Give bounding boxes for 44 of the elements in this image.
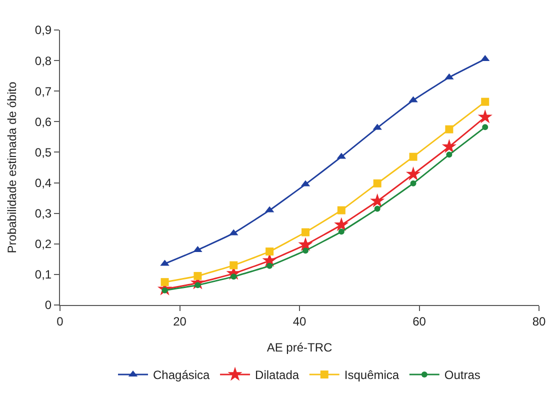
point xyxy=(409,152,418,161)
point xyxy=(406,166,421,180)
x-tick-label: 20 xyxy=(173,314,187,328)
legend-label: Outras xyxy=(444,368,480,382)
point xyxy=(410,180,416,186)
point xyxy=(334,217,349,232)
point xyxy=(446,152,452,158)
y-tick-label: 0,1 xyxy=(34,268,52,282)
point xyxy=(370,193,385,208)
point xyxy=(373,179,382,188)
point xyxy=(478,109,492,124)
point xyxy=(374,206,380,212)
y-tick-label: 0,2 xyxy=(34,237,52,252)
point xyxy=(160,278,169,286)
point xyxy=(266,248,274,256)
x-tick-label: 0 xyxy=(56,314,64,328)
point xyxy=(194,272,202,280)
legend-label: Chagásica xyxy=(153,368,210,382)
y-tick-label: 0,3 xyxy=(34,206,52,221)
point xyxy=(338,228,344,235)
point xyxy=(442,139,457,153)
point xyxy=(302,248,308,254)
x-axis-title: AE pré-TRC xyxy=(266,340,333,354)
point xyxy=(337,206,346,214)
y-tick-label: 0 xyxy=(44,298,52,312)
y-axis-title: Probabilidade estimada de óbito xyxy=(5,81,20,254)
x-tick-label: 80 xyxy=(532,314,546,328)
y-tick-label: 0,5 xyxy=(34,145,52,160)
point xyxy=(266,262,273,269)
y-tick-label: 0,7 xyxy=(34,84,52,98)
point xyxy=(301,228,310,236)
y-tick-label: 0,6 xyxy=(34,114,52,129)
legend-label: Dilatada xyxy=(255,368,300,382)
legend-label: Isquêmica xyxy=(344,368,400,382)
point xyxy=(482,124,488,130)
x-tick-label: 60 xyxy=(412,314,426,328)
point xyxy=(230,261,238,270)
point xyxy=(481,98,490,106)
point xyxy=(298,237,313,252)
y-tick-label: 0,4 xyxy=(34,176,52,190)
point xyxy=(445,125,454,134)
y-tick-label: 0,8 xyxy=(34,54,52,68)
x-tick-label: 40 xyxy=(292,314,306,328)
y-tick-label: 0,9 xyxy=(34,23,52,38)
